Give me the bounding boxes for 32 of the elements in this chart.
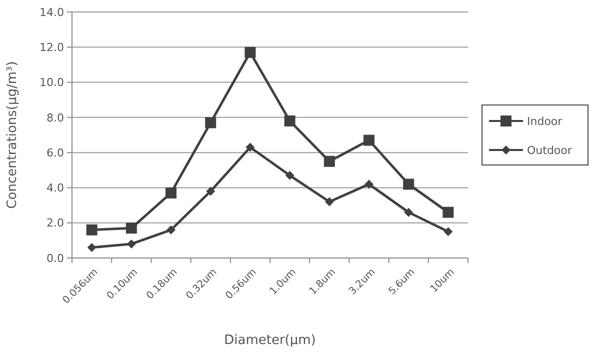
y-tick-label: 8.0 [46,111,64,124]
point [364,180,374,189]
point [404,208,414,217]
point [87,242,96,252]
y-tick-label: 0.0 [46,252,64,265]
point [403,178,414,190]
point [444,227,453,236]
x-axis-title: Diameter(μm) [224,333,316,348]
point [126,239,136,248]
point [285,170,294,180]
legend-label: Indoor [527,114,563,128]
point [284,115,296,126]
y-axis-title: Concentrations(μg/m³) [5,61,20,209]
point [126,222,137,234]
y-tick-label: 10.0 [40,76,64,90]
y-tick-label: 4.0 [46,182,64,195]
point [86,224,98,236]
point [166,225,176,234]
point [324,156,335,167]
y-tick-label: 12.0 [40,40,64,54]
y-tick-label: 14.0 [40,6,64,19]
point [324,197,334,206]
y-tick-label: 2.0 [46,216,64,230]
point [166,187,176,198]
point [244,46,256,58]
point [205,117,216,128]
point [364,134,374,146]
y-tick-label: 6.0 [46,146,64,160]
legend-label: Outdoor [527,144,572,157]
point [442,206,454,218]
point [206,186,216,196]
point [246,142,255,152]
